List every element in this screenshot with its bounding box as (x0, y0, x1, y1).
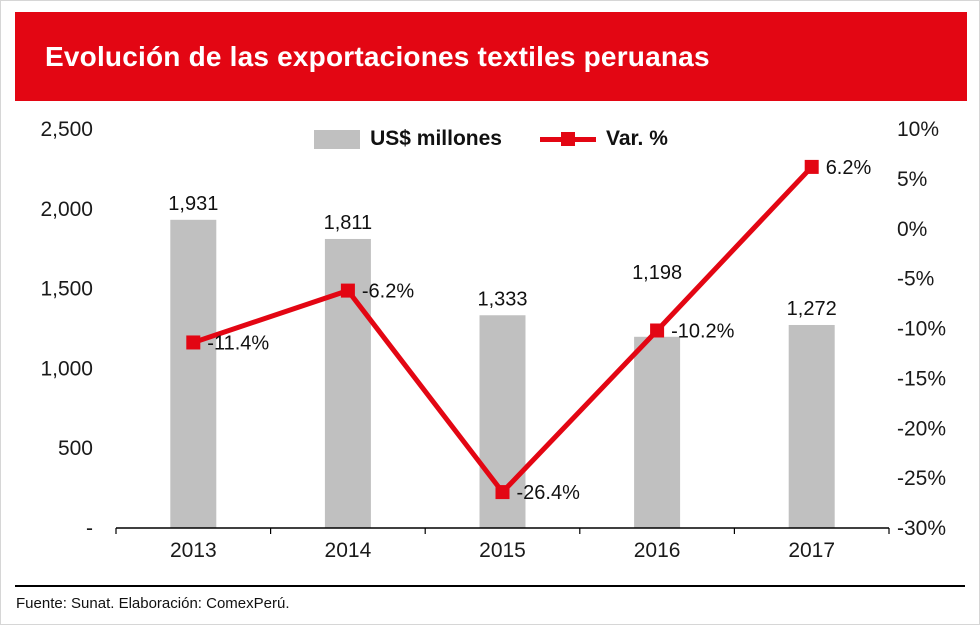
line-value-label: 6.2% (826, 157, 872, 179)
line-marker-icon (495, 485, 510, 500)
line-value-label: -10.2% (671, 320, 735, 342)
y-axis-left-tick-label: 2,500 (40, 118, 93, 141)
footer-divider (15, 585, 965, 587)
y-axis-right-tick-label: -25% (897, 467, 946, 490)
y-axis-left-tick-label: - (86, 517, 93, 540)
bar-value-label: 1,198 (632, 262, 682, 284)
line-value-label: -26.4% (517, 482, 581, 504)
y-axis-right-tick-label: -5% (897, 268, 934, 291)
x-axis-category-label: 2014 (325, 539, 372, 562)
bar-value-label: 1,272 (787, 298, 837, 320)
line-marker-icon (340, 283, 355, 298)
x-axis-category-label: 2015 (479, 539, 526, 562)
chart-title: Evolución de las exportaciones textiles … (45, 40, 710, 72)
y-axis-left-tick-label: 500 (58, 437, 93, 460)
bar-value-label: 1,931 (168, 193, 218, 215)
y-axis-left-tick-label: 2,000 (40, 198, 93, 221)
y-axis-right-tick-label: -15% (897, 367, 946, 390)
line-marker-icon (186, 335, 201, 350)
line-marker-icon (804, 159, 819, 174)
x-axis-category-label: 2013 (170, 539, 217, 562)
y-axis-right-tick-label: -10% (897, 318, 946, 341)
line-marker-icon (650, 323, 665, 338)
bar (634, 336, 681, 528)
y-axis-left-tick-label: 1,000 (40, 357, 93, 380)
y-axis-right-tick-label: 5% (897, 168, 927, 191)
y-axis-right-tick-label: -30% (897, 517, 946, 540)
y-axis-right-tick-label: 0% (897, 218, 927, 241)
y-axis-left-tick-label: 1,500 (40, 278, 93, 301)
bar-value-label: 1,333 (477, 288, 527, 310)
bar (170, 219, 217, 529)
y-axis-right-tick-label: 10% (897, 118, 939, 141)
y-axis-right-tick-label: -20% (897, 417, 946, 440)
bar (788, 324, 835, 528)
line-value-label: -11.4% (207, 332, 269, 354)
x-axis-category-label: 2017 (788, 539, 835, 562)
source-note: Fuente: Sunat. Elaboración: ComexPerú. (16, 595, 290, 612)
bar-value-label: 1,811 (324, 212, 373, 234)
chart-title-banner: Evolución de las exportaciones textiles … (15, 12, 967, 101)
line-value-label: -6.2% (362, 281, 414, 303)
x-axis-category-label: 2016 (634, 539, 681, 562)
